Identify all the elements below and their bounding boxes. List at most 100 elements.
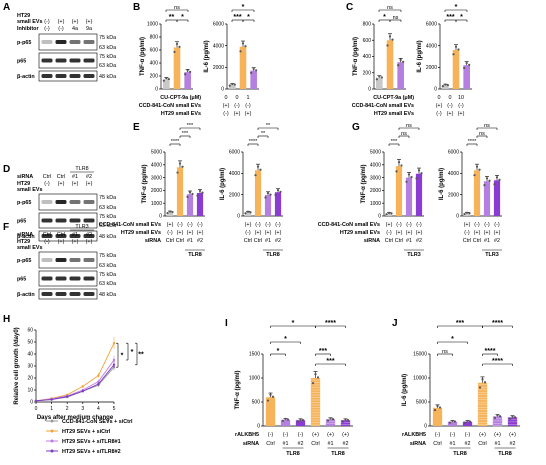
x-tick-label: 0: [35, 406, 38, 412]
bar-4: [493, 180, 501, 216]
row-value: 0: [236, 95, 239, 101]
blot-col-value: #2: [86, 232, 92, 238]
kda-marker: 63 kDa: [99, 45, 116, 51]
series-line-3: [35, 359, 115, 402]
y-axis-label: TNF-α (pg/ml): [361, 164, 367, 203]
sig-e2-label: **: [266, 123, 271, 129]
row-value: #2: [197, 238, 203, 244]
data-point: [244, 212, 247, 215]
row-value: Ctrl: [433, 441, 441, 447]
y-tick-label: 0: [30, 400, 33, 406]
data-point: [465, 61, 468, 65]
kda-marker: 48 kDa: [99, 234, 116, 240]
data-point: [395, 170, 398, 173]
y-tick-label: 0: [378, 214, 381, 220]
blot-frame: [38, 251, 98, 269]
sig-b2-label: ***: [233, 14, 241, 21]
bar-6: [340, 420, 351, 426]
row-value: (+): [342, 432, 349, 438]
row-value: #1: [484, 238, 490, 244]
row-value: Ctrl: [463, 238, 471, 244]
bar-3: [186, 194, 194, 216]
y-axis-label: IL-6 (pg/ml): [402, 374, 408, 406]
blot-row-label: small EVs: [17, 19, 42, 25]
row-label: CU-CPT-9a (μM): [160, 95, 201, 101]
sig-b2-label: *: [460, 14, 463, 21]
row-value: (-): [464, 230, 470, 236]
row-value: (+): [436, 103, 443, 109]
row-label: rALKBH5: [402, 432, 426, 438]
bar-1: [376, 77, 383, 89]
data-point: [201, 191, 204, 194]
y-tick-label: 4000: [229, 171, 240, 177]
blot-col-value: (-): [44, 239, 50, 245]
data-point: [468, 63, 471, 66]
row-label: CCD-841-CoN small EVs: [99, 222, 161, 228]
row-value: (+): [447, 111, 454, 117]
row-value: (+): [494, 230, 501, 236]
data-point: [191, 192, 194, 196]
y-axis-label: Relative cell growth (/day0): [14, 327, 20, 404]
row-value: #1: [450, 441, 456, 447]
panel-label-j: J: [392, 318, 398, 329]
row-value: (-): [484, 222, 490, 228]
y-axis-label: TNF-α (pg/ml): [353, 37, 359, 76]
bar-1: [166, 212, 174, 216]
sig-i-label: ****: [325, 320, 336, 327]
blot-frame: [38, 212, 98, 229]
blot-band: [83, 40, 95, 44]
row-value: (+): [187, 230, 194, 236]
row-value: (-): [167, 230, 173, 236]
data-point: [386, 44, 389, 47]
data-point: [444, 83, 447, 86]
row-value: (+): [223, 103, 230, 109]
sig-label: *: [131, 349, 134, 356]
row-value: (+): [406, 230, 413, 236]
bar-1: [244, 212, 252, 216]
row-value: Ctrl: [311, 441, 319, 447]
blot-band: [41, 218, 53, 223]
data-point: [331, 418, 335, 421]
row-value: (-): [458, 103, 464, 109]
blot-band: [41, 40, 53, 44]
data-point: [513, 416, 517, 419]
blot-band: [55, 292, 67, 296]
row-value: Ctrl: [254, 238, 262, 244]
row-value: (-): [406, 222, 412, 228]
sig-e1-label: ***: [182, 131, 189, 137]
blot-row-label: HT29: [17, 181, 30, 187]
blot-band: [55, 218, 67, 223]
blot-band: [55, 200, 67, 204]
row-value: (-): [386, 230, 392, 236]
blot-frame: [38, 70, 98, 82]
data-point: [478, 386, 482, 389]
y-tick-label: 15000: [413, 352, 427, 358]
data-point: [493, 183, 496, 186]
row-value: (-): [265, 222, 271, 228]
row-value: (-): [447, 103, 453, 109]
blot-col-value: (+): [72, 181, 79, 187]
data-point: [397, 64, 400, 67]
series-point: [34, 399, 38, 402]
x-tick-label: 4: [97, 406, 100, 412]
data-point: [407, 173, 411, 176]
row-value: (-): [234, 103, 240, 109]
bar-1: [229, 84, 236, 89]
group-label: TLR8: [331, 451, 344, 457]
row-label: HT29 small EVs: [121, 230, 161, 236]
y-tick-label: 20: [27, 376, 33, 382]
blot-frame: [38, 193, 98, 211]
sig-e1-label: ns: [406, 123, 412, 129]
data-point: [166, 211, 169, 215]
kda-marker: 63 kDa: [99, 63, 116, 69]
data-point: [316, 376, 320, 379]
data-point: [167, 77, 170, 81]
row-value: (+): [167, 222, 174, 228]
data-point: [387, 211, 391, 214]
blot-band: [69, 234, 81, 238]
data-point: [311, 382, 315, 385]
sig-i-label: ***: [319, 348, 327, 355]
sig-i-label: *: [292, 320, 295, 327]
blot-row-label: small EVs: [17, 187, 42, 193]
blot-col-value: (+): [72, 19, 79, 25]
